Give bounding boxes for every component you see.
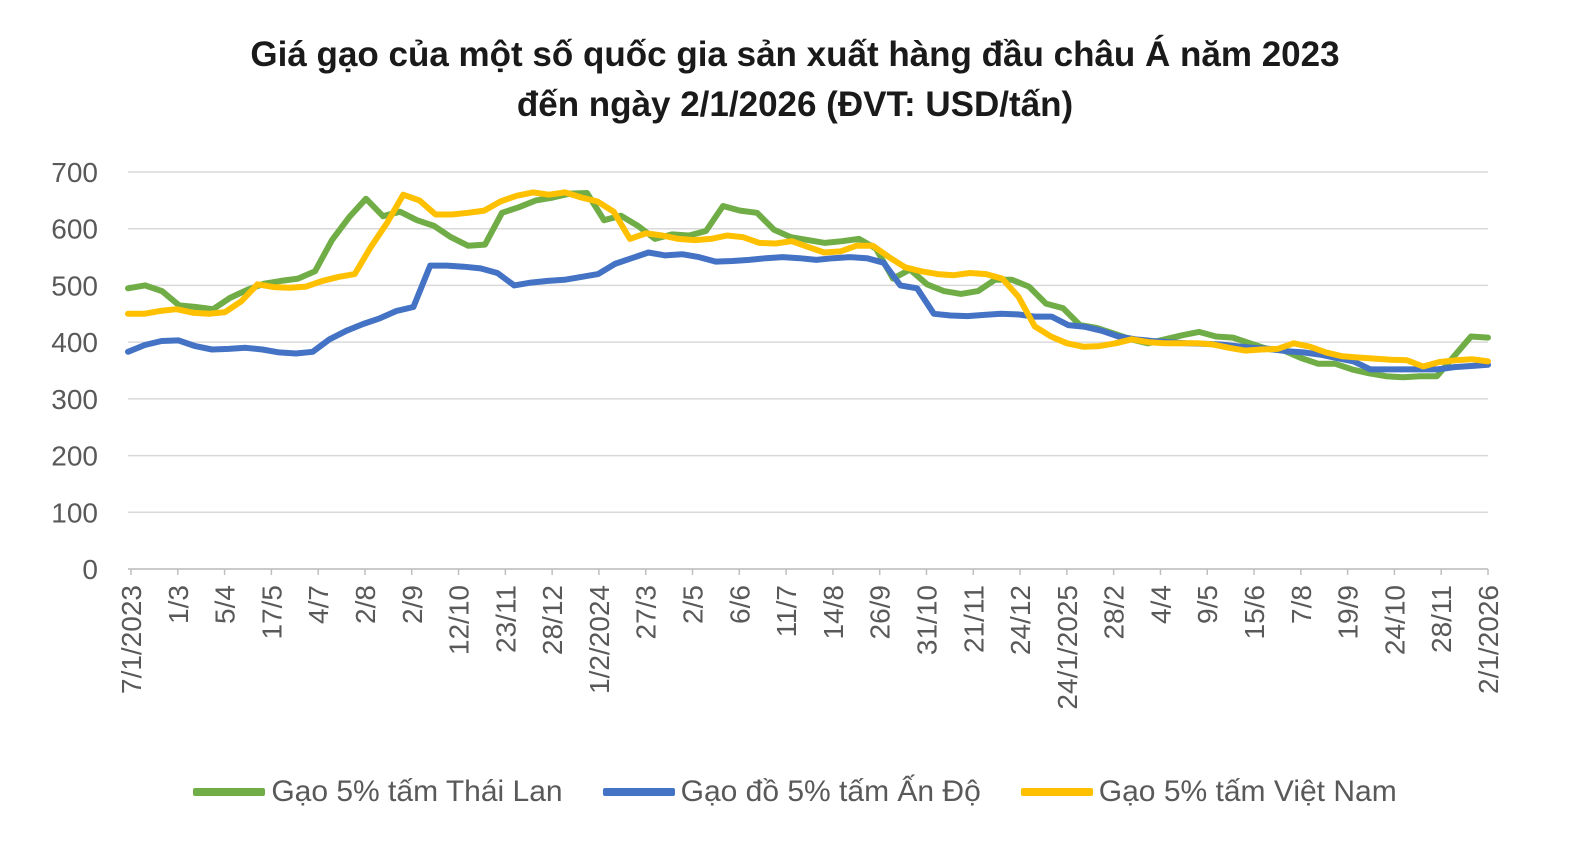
x-tick-label-2: 5/4 xyxy=(210,585,241,624)
x-tick-label-8: 23/11 xyxy=(490,585,521,653)
x-tick-label-20: 24/1/2025 xyxy=(1052,585,1083,710)
x-tick-label-7: 12/10 xyxy=(444,585,475,655)
x-tick-label-6: 2/9 xyxy=(397,585,428,624)
x-tick-label-11: 27/3 xyxy=(631,585,662,640)
y-tick-label-600: 600 xyxy=(51,214,98,245)
x-tick-label-14: 11/7 xyxy=(771,585,802,637)
x-tick-label-13: 6/6 xyxy=(724,585,755,624)
x-tick-label-18: 21/11 xyxy=(958,585,989,653)
x-tick-label-4: 4/7 xyxy=(303,585,334,624)
legend-label-thailand: Gạo 5% tấm Thái Lan xyxy=(271,775,563,808)
y-tick-label-200: 200 xyxy=(51,441,98,472)
x-tick-label-1: 1/3 xyxy=(163,585,194,624)
x-tick-label-12: 2/5 xyxy=(678,585,709,624)
x-tick-label-17: 31/10 xyxy=(911,585,942,655)
y-tick-label-400: 400 xyxy=(51,327,98,358)
chart-title: Giá gạo của một số quốc gia sản xuất hàn… xyxy=(0,30,1590,130)
chart-title-line2: đến ngày 2/1/2026 (ĐVT: USD/tấn) xyxy=(516,85,1074,124)
y-tick-label-500: 500 xyxy=(51,270,98,301)
legend-label-vietnam: Gạo 5% tấm Việt Nam xyxy=(1098,775,1397,808)
x-tick-label-3: 17/5 xyxy=(256,585,287,640)
x-tick-label-10: 1/2/2024 xyxy=(584,585,615,694)
legend-swatch-india xyxy=(602,788,675,796)
legend-item-india: Gạo đồ 5% tấm Ấn Độ xyxy=(602,775,981,809)
series-line-vietnam xyxy=(125,189,1491,370)
x-tick-label-16: 26/9 xyxy=(865,585,896,640)
x-tick-label-25: 7/8 xyxy=(1286,585,1317,624)
x-tick-label-15: 14/8 xyxy=(818,585,849,640)
x-tick-label-9: 28/12 xyxy=(537,585,568,655)
y-tick-label-300: 300 xyxy=(51,384,98,415)
x-tick-label-21: 28/2 xyxy=(1099,585,1130,640)
x-tick-label-19: 24/12 xyxy=(1005,585,1036,655)
chart-title-line1: Giá gạo của một số quốc gia sản xuất hàn… xyxy=(250,35,1340,74)
x-tick-label-24: 15/6 xyxy=(1239,585,1270,640)
x-tick-label-0: 7/1/2023 xyxy=(116,585,147,694)
x-tick-label-22: 4/4 xyxy=(1145,585,1176,624)
x-tick-label-23: 9/5 xyxy=(1192,585,1223,624)
legend: Gạo 5% tấm Thái Lan Gạo đồ 5% tấm Ấn Độ … xyxy=(0,775,1590,809)
legend-item-vietnam: Gạo 5% tấm Việt Nam xyxy=(1020,775,1397,809)
series-line-india xyxy=(125,249,1491,373)
legend-item-thailand: Gạo 5% tấm Thái Lan xyxy=(193,775,563,809)
x-tick-label-26: 19/9 xyxy=(1333,585,1364,640)
y-tick-label-700: 700 xyxy=(51,157,98,188)
y-tick-label-100: 100 xyxy=(51,497,98,528)
x-tick-label-28: 28/11 xyxy=(1426,585,1457,653)
x-tick-label-29: 2/1/2026 xyxy=(1473,585,1504,694)
legend-label-india: Gạo đồ 5% tấm Ấn Độ xyxy=(680,775,981,808)
x-tick-label-5: 2/8 xyxy=(350,585,381,624)
legend-swatch-vietnam xyxy=(1020,788,1093,796)
legend-swatch-thailand xyxy=(193,788,266,796)
y-tick-label-0: 0 xyxy=(82,554,98,585)
x-tick-label-27: 24/10 xyxy=(1379,585,1410,655)
